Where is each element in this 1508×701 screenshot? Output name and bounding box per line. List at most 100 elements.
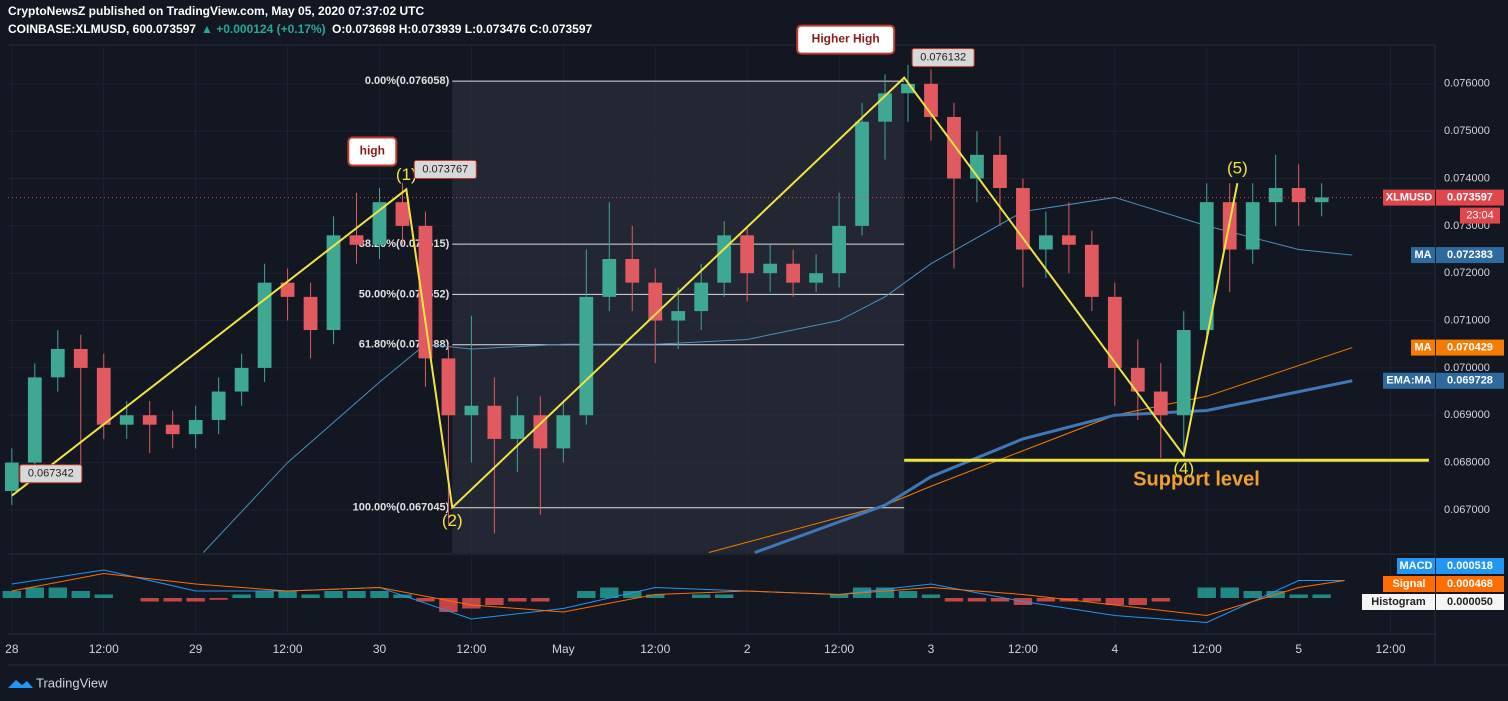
histogram-bar xyxy=(278,591,297,598)
tag-name: MA xyxy=(1414,249,1431,261)
histogram-bar xyxy=(1036,598,1056,602)
histogram-bar xyxy=(1243,591,1262,598)
candle-body xyxy=(993,154,1007,188)
histogram-bar xyxy=(577,591,596,598)
candle-body xyxy=(280,282,295,297)
x-tick-label: 12:00 xyxy=(273,642,303,656)
candle-body xyxy=(1153,391,1168,416)
candle-body xyxy=(234,367,249,392)
candle-body xyxy=(1016,187,1030,250)
candle-body xyxy=(717,235,732,283)
candle-body xyxy=(372,202,387,245)
candle-body xyxy=(556,415,571,449)
candle-body xyxy=(533,415,548,449)
x-tick-label: 12:00 xyxy=(640,642,670,656)
callout: Higher High xyxy=(812,32,880,46)
x-tick-label: 12:00 xyxy=(1192,642,1222,656)
tag-name-box xyxy=(1411,339,1435,356)
histogram-bar xyxy=(921,594,941,598)
candle-body xyxy=(1245,202,1260,250)
x-tick-label: 12:00 xyxy=(89,642,119,656)
candle-body xyxy=(602,258,617,297)
histogram-bar xyxy=(301,594,320,598)
histogram-bar xyxy=(1312,594,1331,598)
price-tag: 0.067342 xyxy=(28,468,74,480)
candle-body xyxy=(832,225,846,274)
candle-body xyxy=(1061,235,1076,245)
tag-value-box xyxy=(1436,372,1504,389)
tag-name-box xyxy=(1362,594,1435,610)
histogram-bar xyxy=(646,594,665,598)
histogram-bar xyxy=(692,594,711,598)
tag-value: 0.000468 xyxy=(1447,578,1493,590)
candle-body xyxy=(694,282,709,312)
candle-body xyxy=(1130,367,1145,392)
histogram-bar xyxy=(48,587,67,598)
tag-name-box xyxy=(1383,189,1435,206)
callout-box xyxy=(796,24,896,55)
histogram-bar xyxy=(944,598,964,602)
tag-value: 0.072383 xyxy=(1447,249,1493,261)
histogram-bar xyxy=(1197,587,1216,598)
candle-body xyxy=(579,296,594,416)
candle-body xyxy=(740,235,755,274)
ohlc: O:0.073698 H:0.073939 L:0.073476 C:0.073… xyxy=(332,22,593,36)
y-tick-label: 0.068000 xyxy=(1444,456,1490,468)
histogram-bar xyxy=(623,591,642,598)
candle-body xyxy=(510,415,525,439)
x-tick-label: 30 xyxy=(373,642,387,656)
candle-body xyxy=(211,391,226,420)
price-tag: 0.073767 xyxy=(422,163,468,175)
histogram-bar xyxy=(462,598,481,609)
histogram-bar xyxy=(255,591,274,598)
moving-average xyxy=(708,347,1353,554)
histogram-bar xyxy=(163,598,182,602)
candle-body xyxy=(924,83,938,117)
histogram-bar xyxy=(25,587,45,598)
x-tick-label: 12:00 xyxy=(1376,642,1406,656)
change: ▲ +0.000124 (+0.17%) xyxy=(201,22,326,36)
candle-body xyxy=(878,93,892,122)
x-tick-label: 2 xyxy=(744,642,751,656)
candle-body xyxy=(349,235,364,245)
candle-body xyxy=(257,282,272,368)
tag-name: Histogram xyxy=(1371,596,1426,608)
tag-value-box xyxy=(1436,594,1504,610)
candle-body xyxy=(27,377,42,463)
wave-label: (4) xyxy=(1173,459,1194,478)
tag-name-box xyxy=(1411,247,1435,264)
histogram-bar xyxy=(439,598,458,612)
support-label: Support level xyxy=(1133,468,1260,490)
y-tick-label: 0.069000 xyxy=(1444,409,1490,421)
histogram-bar xyxy=(370,591,389,598)
tag-name: MA xyxy=(1414,341,1431,353)
x-tick-label: 12:00 xyxy=(1008,642,1038,656)
wave-label: (1) xyxy=(396,165,417,184)
candle-body xyxy=(395,202,410,226)
candle-body xyxy=(1084,244,1099,297)
tag-value: 0.000050 xyxy=(1447,596,1493,608)
x-tick-label: May xyxy=(552,642,575,656)
candle-body xyxy=(625,258,640,283)
wave-line xyxy=(11,76,1239,510)
publisher: CryptoNewsZ published on TradingView.com… xyxy=(8,4,424,18)
histogram-bar xyxy=(1082,598,1102,602)
candle-body xyxy=(1199,202,1214,331)
histogram-bar xyxy=(347,591,366,598)
candle-body xyxy=(947,116,961,179)
fib-label: 100.00%(0.067045) xyxy=(353,502,450,514)
candle-body xyxy=(1176,330,1191,416)
fib-label: 61.80%(0.070488) xyxy=(359,339,450,351)
candle-body xyxy=(464,405,479,416)
symbol: COINBASE:XLMUSD, 60 xyxy=(8,22,146,36)
price-tag-box xyxy=(19,464,83,484)
callout-box xyxy=(347,136,398,167)
candle-body xyxy=(809,273,823,283)
candle-body xyxy=(786,263,801,283)
macd-line xyxy=(11,569,1345,624)
x-tick-label: 12:00 xyxy=(456,642,486,656)
candle-body xyxy=(671,311,686,321)
candle-body xyxy=(901,83,915,94)
